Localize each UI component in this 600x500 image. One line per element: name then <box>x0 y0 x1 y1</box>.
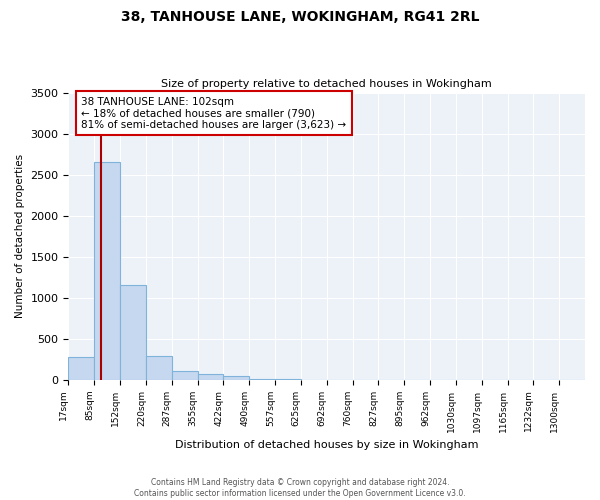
X-axis label: Distribution of detached houses by size in Wokingham: Distribution of detached houses by size … <box>175 440 478 450</box>
Bar <box>223 376 249 380</box>
Bar <box>146 356 172 380</box>
Text: 38, TANHOUSE LANE, WOKINGHAM, RG41 2RL: 38, TANHOUSE LANE, WOKINGHAM, RG41 2RL <box>121 10 479 24</box>
Bar <box>172 371 197 380</box>
Bar <box>94 162 120 380</box>
Text: Contains HM Land Registry data © Crown copyright and database right 2024.
Contai: Contains HM Land Registry data © Crown c… <box>134 478 466 498</box>
Text: 38 TANHOUSE LANE: 102sqm
← 18% of detached houses are smaller (790)
81% of semi-: 38 TANHOUSE LANE: 102sqm ← 18% of detach… <box>82 96 346 130</box>
Bar <box>249 379 275 380</box>
Title: Size of property relative to detached houses in Wokingham: Size of property relative to detached ho… <box>161 79 492 89</box>
Y-axis label: Number of detached properties: Number of detached properties <box>15 154 25 318</box>
Bar <box>120 286 146 380</box>
Bar <box>68 357 94 380</box>
Bar <box>197 374 223 380</box>
